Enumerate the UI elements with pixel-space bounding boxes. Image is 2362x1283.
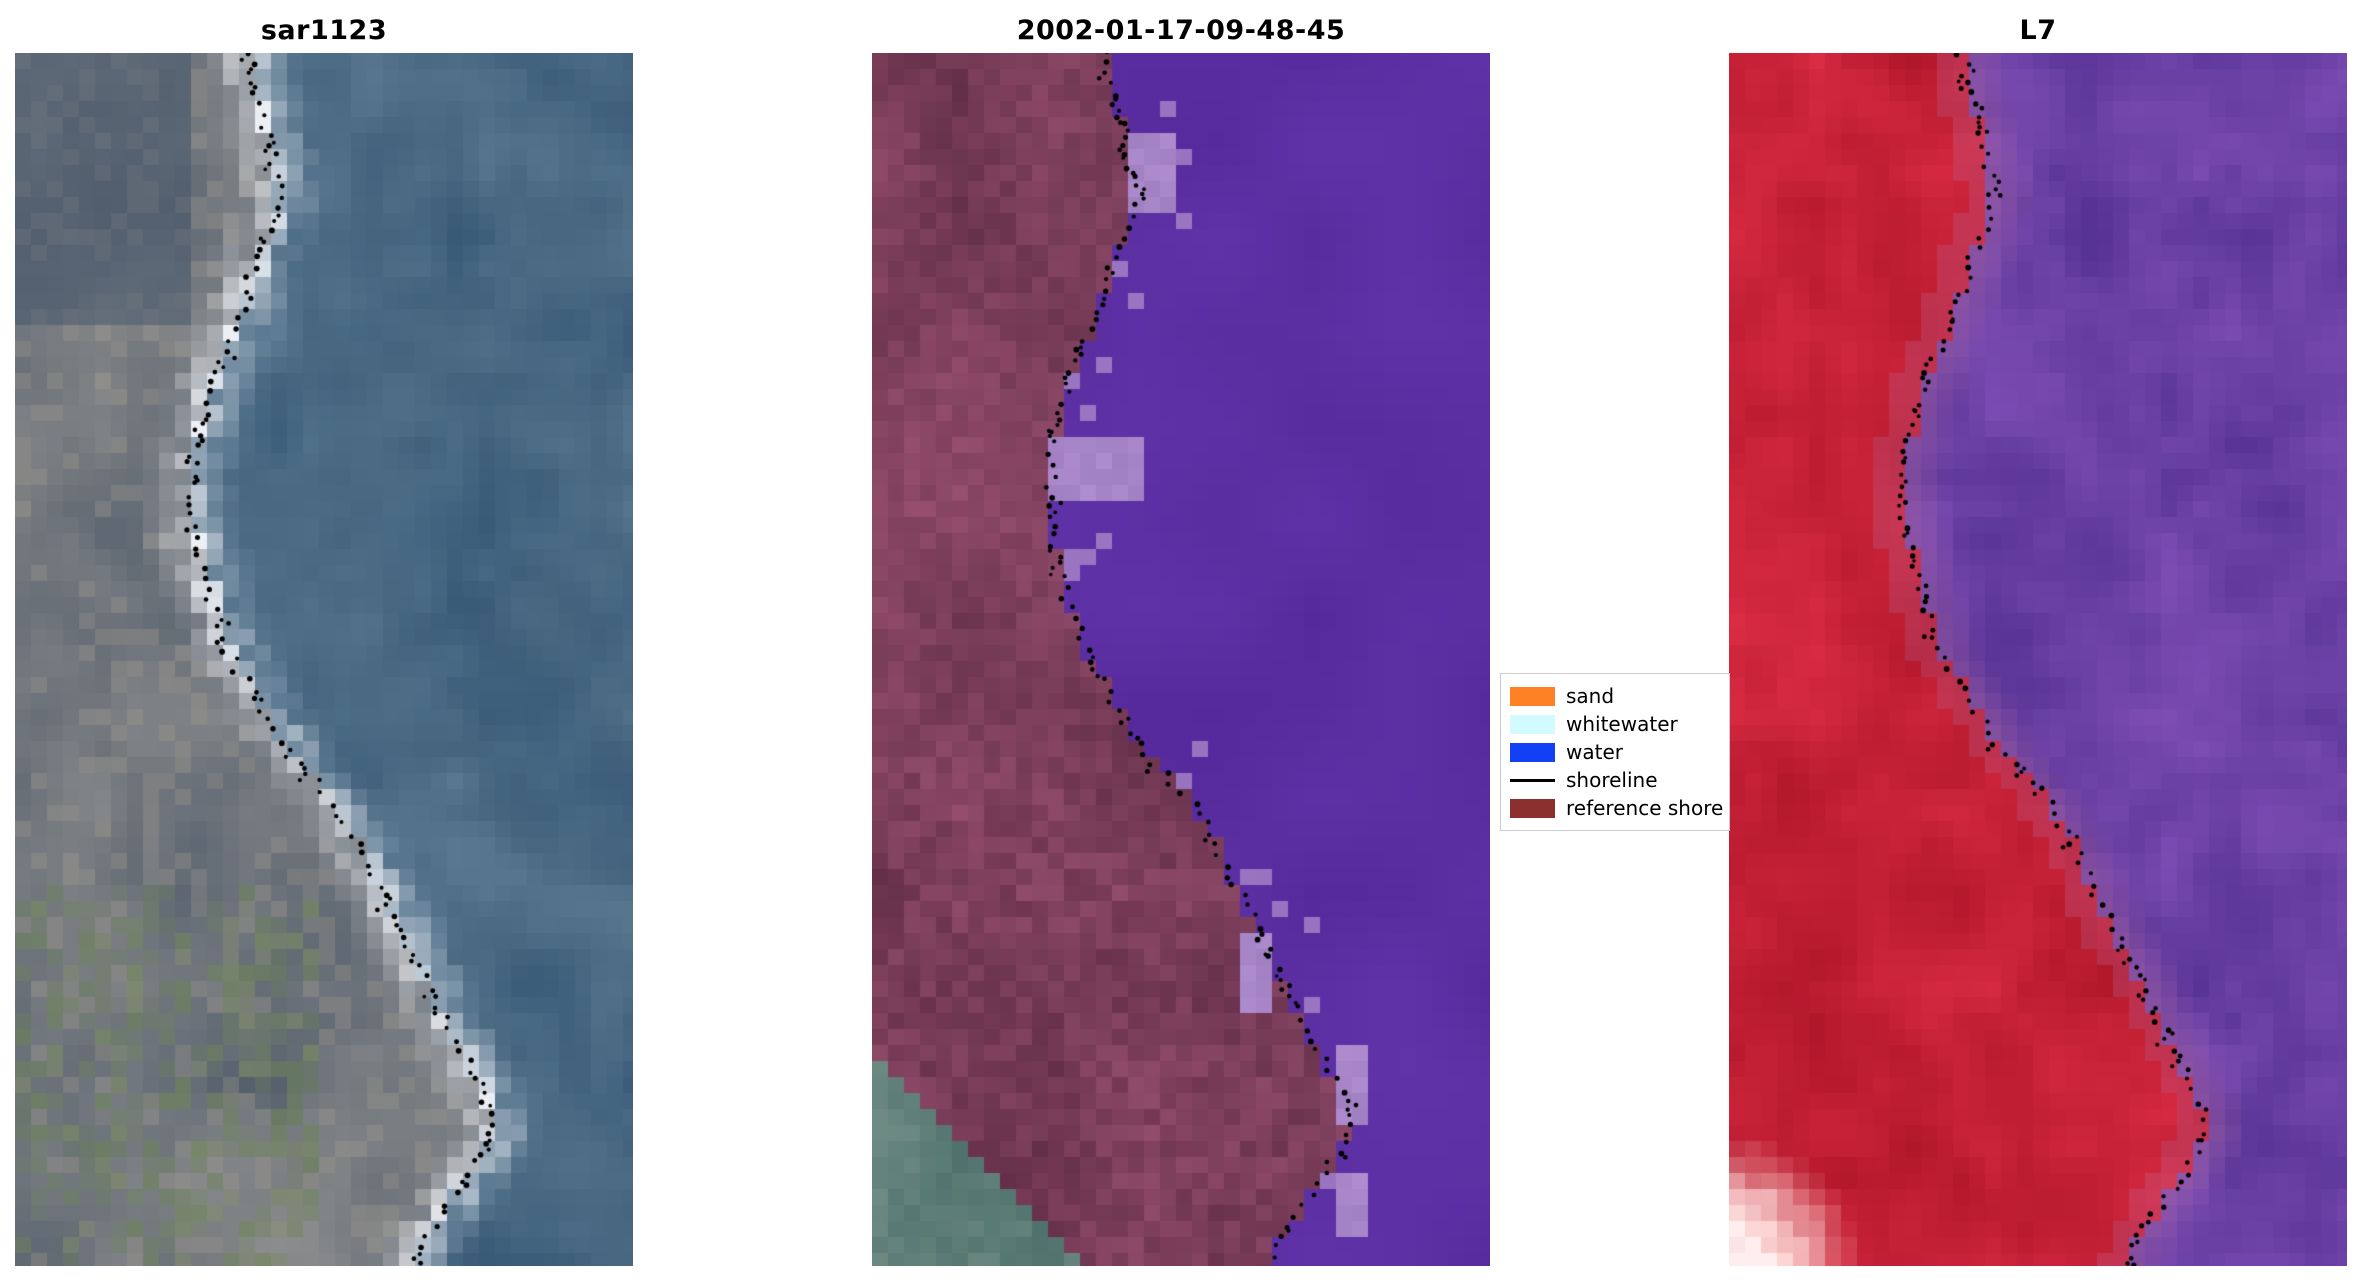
legend-entry-water: water (1510, 738, 1725, 766)
legend-entry-reference-shore: reference shore (1510, 794, 1725, 822)
subplot-l7: L7 (1729, 8, 2347, 1266)
legend-entry-sand: sand (1510, 682, 1725, 710)
sar-image-canvas (15, 53, 633, 1266)
subplot-title-l7: L7 (2019, 15, 2057, 46)
shoreline-line-swatch (1510, 778, 1555, 782)
water-color-swatch (1510, 742, 1555, 762)
sand-color-swatch (1510, 686, 1555, 706)
subplot-sar1123: sar1123 (15, 8, 633, 1266)
legend-label: shoreline (1566, 768, 1658, 792)
classified-image-canvas (872, 53, 1490, 1266)
legend-entry-whitewater: whitewater (1510, 710, 1725, 738)
l7-image-canvas (1729, 53, 2347, 1266)
legend: sand whitewater water shoreline reference sh… (1500, 673, 1730, 831)
subplot-title-sar1123: sar1123 (260, 15, 388, 46)
legend-label: water (1566, 740, 1623, 764)
subplot-title-classified: 2002-01-17-09-48-45 (1016, 15, 1346, 46)
whitewater-color-swatch (1510, 714, 1555, 734)
reference-shore-color-swatch (1510, 798, 1555, 818)
subplot-classified: 2002-01-17-09-48-45 (872, 8, 1490, 1266)
legend-label: sand (1566, 684, 1615, 708)
legend-label: reference shore (1566, 796, 1724, 820)
legend-entry-shoreline: shoreline (1510, 766, 1725, 794)
legend-label: whitewater (1566, 712, 1678, 736)
